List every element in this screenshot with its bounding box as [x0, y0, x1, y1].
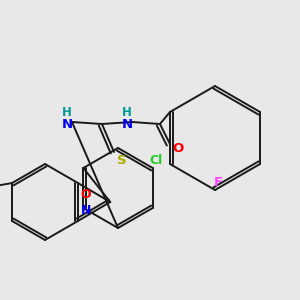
- Text: H: H: [62, 106, 72, 118]
- Text: N: N: [122, 118, 133, 130]
- Text: N: N: [81, 205, 91, 218]
- Text: Cl: Cl: [149, 154, 163, 166]
- Text: N: N: [61, 118, 73, 130]
- Text: F: F: [213, 176, 223, 188]
- Text: O: O: [81, 188, 91, 202]
- Text: H: H: [122, 106, 132, 118]
- Text: O: O: [172, 142, 184, 154]
- Text: S: S: [117, 154, 127, 166]
